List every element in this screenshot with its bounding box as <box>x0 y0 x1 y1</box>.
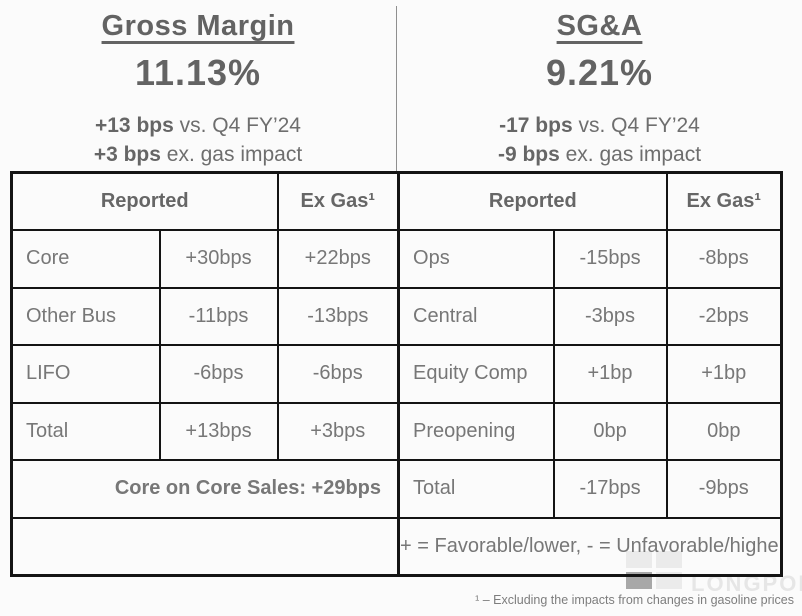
sga-deltas: -17 bps vs. Q4 FY’24 -9 bps ex. gas impa… <box>397 111 802 169</box>
gm-row-label: Other Bus <box>10 286 161 346</box>
sga-row-label: Total <box>397 459 555 519</box>
gm-row-reported: +30bps <box>158 229 279 289</box>
gross-margin-delta-bps: +13 bps <box>94 114 174 137</box>
gross-margin-delta-vs-q4: +13 bps vs. Q4 FY’24 <box>0 111 396 140</box>
gm-exgas-header: Ex Gas¹ <box>276 171 400 231</box>
sga-panel: SG&A 9.21% -17 bps vs. Q4 FY’24 -9 bps e… <box>397 10 802 169</box>
gm-row-exgas: +22bps <box>276 229 400 289</box>
table-row: + = Favorable/lower, - = Unfavorable/hig… <box>10 516 783 576</box>
gm-row-reported: +13bps <box>158 401 279 461</box>
table-row: Total +13bps +3bps Preopening 0bp 0bp <box>10 401 783 461</box>
sga-row-exgas: +1bp <box>665 344 783 404</box>
gm-reported-header: Reported <box>10 171 279 231</box>
sga-row-label: Central <box>397 286 555 346</box>
gm-row-exgas: +3bps <box>276 401 400 461</box>
sga-delta-bps: -17 bps <box>499 114 573 137</box>
gm-row-reported: -11bps <box>158 286 279 346</box>
gross-margin-delta-rest: vs. Q4 FY’24 <box>173 114 301 137</box>
gm-row-exgas: -13bps <box>276 286 400 346</box>
sga-row-reported: 0bp <box>552 401 668 461</box>
table-row: LIFO -6bps -6bps Equity Comp +1bp +1bp <box>10 344 783 404</box>
gm-row-label: LIFO <box>10 344 161 404</box>
sga-row-reported: -3bps <box>552 286 668 346</box>
sga-exgas-header: Ex Gas¹ <box>665 171 783 231</box>
panel-divider-line <box>396 6 397 171</box>
table-header-row: Reported Ex Gas¹ Reported Ex Gas¹ <box>10 171 783 231</box>
empty-cell <box>10 516 400 576</box>
sga-row-exgas: -2bps <box>665 286 783 346</box>
sga-value: 9.21% <box>545 52 654 93</box>
sga-row-label: Equity Comp <box>397 344 555 404</box>
sga-delta-vs-q4: -17 bps vs. Q4 FY’24 <box>397 111 802 140</box>
table-row: Core on Core Sales: +29bps Total -17bps … <box>10 459 783 519</box>
margin-sga-breakdown-table: Reported Ex Gas¹ Reported Ex Gas¹ Core +… <box>10 171 784 577</box>
sga-row-exgas: -9bps <box>665 459 783 519</box>
sga-row-reported: +1bp <box>552 344 668 404</box>
gross-margin-ex-bps: +3 bps <box>93 143 161 166</box>
sga-ex-rest: ex. gas impact <box>559 143 702 166</box>
sga-delta-rest: vs. Q4 FY’24 <box>572 114 700 137</box>
sga-ex-bps: -9 bps <box>497 143 560 166</box>
table-row: Core +30bps +22bps Ops -15bps -8bps <box>10 229 783 289</box>
gm-row-label: Core <box>10 229 161 289</box>
gm-row-exgas: -6bps <box>276 344 400 404</box>
sga-row-exgas: 0bp <box>665 401 783 461</box>
gas-footnote: ¹ – Excluding the impacts from changes i… <box>475 593 794 607</box>
sga-row-reported: -15bps <box>552 229 668 289</box>
gross-margin-delta-ex-gas: +3 bps ex. gas impact <box>0 140 396 169</box>
sga-delta-ex-gas: -9 bps ex. gas impact <box>397 140 802 169</box>
sga-row-label: Preopening <box>397 401 555 461</box>
gross-margin-title: Gross Margin <box>101 10 295 42</box>
gm-row-reported: -6bps <box>158 344 279 404</box>
core-on-core-note: Core on Core Sales: +29bps <box>10 459 400 519</box>
sign-legend: + = Favorable/lower, - = Unfavorable/hig… <box>397 516 783 576</box>
sga-row-exgas: -8bps <box>665 229 783 289</box>
sga-row-label: Ops <box>397 229 555 289</box>
gross-margin-deltas: +13 bps vs. Q4 FY’24 +3 bps ex. gas impa… <box>0 111 396 169</box>
sga-title: SG&A <box>556 10 643 42</box>
gm-row-label: Total <box>10 401 161 461</box>
gross-margin-panel: Gross Margin 11.13% +13 bps vs. Q4 FY’24… <box>0 10 396 169</box>
table-row: Other Bus -11bps -13bps Central -3bps -2… <box>10 286 783 346</box>
sga-reported-header: Reported <box>397 171 668 231</box>
gross-margin-ex-rest: ex. gas impact <box>160 143 303 166</box>
sga-row-reported: -17bps <box>552 459 668 519</box>
gross-margin-value: 11.13% <box>134 52 262 93</box>
